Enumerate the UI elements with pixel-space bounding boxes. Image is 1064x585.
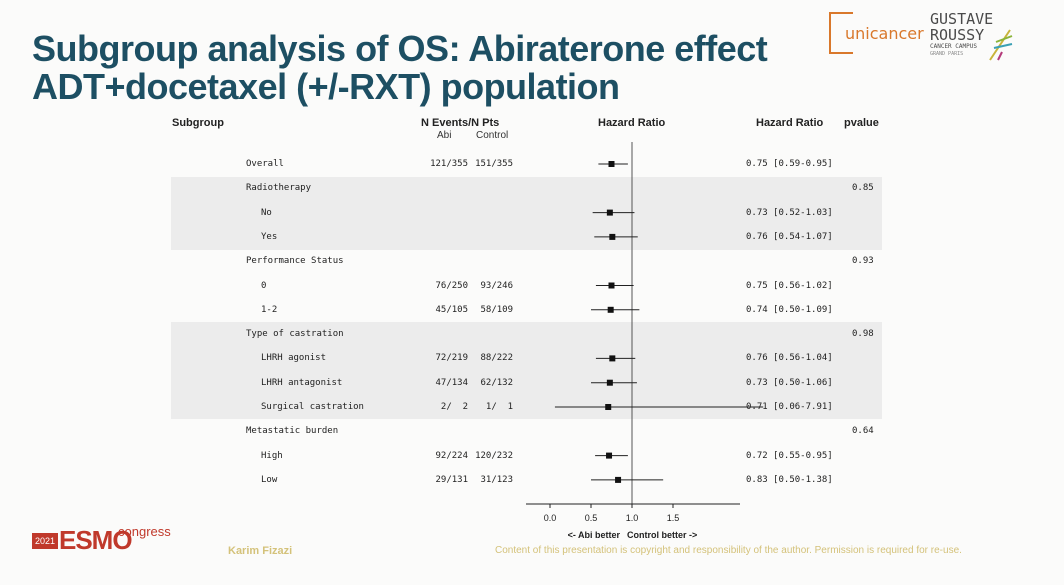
row-control-events: 120/232 xyxy=(475,450,513,461)
row-pvalue: 0.64 xyxy=(852,426,874,437)
row-pvalue: 0.85 xyxy=(852,183,874,194)
unicancer-logo-text: unicancer xyxy=(845,24,924,43)
gr-logo-line1: GUSTAVE xyxy=(930,10,994,28)
header-subgroup: Subgroup xyxy=(172,117,224,129)
row-hr-text: 0.76 [0.56-1.04] xyxy=(746,353,833,364)
row-label: Metastatic burden xyxy=(246,426,339,437)
hr-point xyxy=(605,404,612,410)
row-label: 1-2 xyxy=(261,304,278,315)
x-tick-label: 0.0 xyxy=(544,513,557,523)
hr-point xyxy=(615,476,622,483)
row-control-events: 62/132 xyxy=(480,377,513,388)
row-hr-text: 0.74 [0.50-1.09] xyxy=(746,304,833,315)
gr-logo-line3: CANCER CAMPUS xyxy=(930,43,977,50)
row-label: Radiotherapy xyxy=(246,183,312,194)
hr-point xyxy=(608,161,615,167)
row-abi-events: 45/105 xyxy=(435,304,468,315)
hr-point xyxy=(606,379,613,386)
gustave-roussy-logo: GUSTAVE ROUSSY CANCER CAMPUS GRAND PARIS xyxy=(930,10,1020,61)
row-control-events: 93/246 xyxy=(480,280,513,291)
row-label: Overall xyxy=(246,159,284,169)
row-control-events: 151/355 xyxy=(475,159,513,169)
row-abi-events: 76/250 xyxy=(435,280,468,291)
row-label: No xyxy=(261,207,272,218)
row-abi-events: 2/ 2 xyxy=(440,402,468,412)
slide-title-line1: Subgroup analysis of OS: Abiraterone eff… xyxy=(32,28,768,69)
row-control-events: 58/109 xyxy=(480,304,513,315)
row-control-events: 1/ 1 xyxy=(485,402,513,412)
row-label: Surgical castration xyxy=(261,402,364,412)
gr-logo-line4: GRAND PARIS xyxy=(930,51,964,57)
esmo-logo: 2021 ESMO congress xyxy=(32,524,172,560)
row-label: High xyxy=(261,450,283,461)
row-abi-events: 29/131 xyxy=(435,474,468,485)
copyright-disclaimer: Content of this presentation is copyrigh… xyxy=(495,545,962,556)
x-tick-label: 0.5 xyxy=(585,513,598,523)
row-label: 0 xyxy=(261,280,267,291)
hr-point xyxy=(608,282,615,289)
hr-point xyxy=(606,209,613,216)
row-abi-events: 92/224 xyxy=(435,450,468,461)
header-events: N Events/N Pts xyxy=(421,117,500,129)
row-hr-text: 0.72 [0.55-0.95] xyxy=(746,450,833,461)
x-tick-label: 1.5 xyxy=(667,513,680,523)
row-control-events: 31/123 xyxy=(480,474,513,485)
gr-logo-line2: ROUSSY xyxy=(930,26,985,44)
row-hr-text: 0.76 [0.54-1.07] xyxy=(746,231,833,242)
row-label: Performance Status xyxy=(246,256,344,267)
row-label: LHRH antagonist xyxy=(261,377,343,388)
row-label: Type of castration xyxy=(246,329,344,340)
slide-title-line2: ADT+docetaxel (+/-RXT) population xyxy=(32,66,620,107)
header-abi: Abi xyxy=(437,130,452,141)
esmo-year: 2021 xyxy=(32,533,58,549)
header-hazard-ratio-plot: Hazard Ratio xyxy=(598,117,666,129)
row-hr-text: 0.75 [0.56-1.02] xyxy=(746,280,833,291)
row-hr-text: 0.83 [0.50-1.38] xyxy=(746,474,833,485)
row-label: Yes xyxy=(261,231,278,242)
row-pvalue: 0.93 xyxy=(852,256,874,267)
unicancer-logo: unicancer xyxy=(829,12,924,54)
gr-logo-mark-icon xyxy=(989,29,1013,61)
row-hr-text: 0.75 [0.59-0.95] xyxy=(746,159,833,169)
hr-point xyxy=(606,452,613,459)
unicancer-logo-frame xyxy=(829,12,853,54)
row-label: Low xyxy=(261,474,278,485)
x-tick-label: 1.0 xyxy=(626,513,639,523)
row-abi-events: 72/219 xyxy=(435,353,468,364)
author-name: Karim Fizazi xyxy=(228,545,293,557)
header-control: Control xyxy=(476,130,509,141)
x-label-control-better: Control better -> xyxy=(627,530,697,540)
x-label-abi-better: <- Abi better xyxy=(568,530,621,540)
row-abi-events: 121/355 xyxy=(430,159,468,169)
hr-point xyxy=(609,233,616,240)
row-pvalue: 0.98 xyxy=(852,329,874,340)
row-label: LHRH agonist xyxy=(261,353,327,364)
row-control-events: 88/222 xyxy=(480,353,513,364)
header-hazard-ratio-col: Hazard Ratio xyxy=(756,117,824,129)
hr-point xyxy=(609,355,616,362)
row-hr-text: 0.73 [0.50-1.06] xyxy=(746,377,833,388)
shaded-band-castration xyxy=(171,322,882,419)
shaded-band-radiotherapy xyxy=(171,177,882,250)
row-hr-text: 0.73 [0.52-1.03] xyxy=(746,207,833,218)
esmo-name: ESMO xyxy=(59,525,133,555)
hr-point xyxy=(607,306,614,313)
esmo-congress: congress xyxy=(118,524,171,539)
header-pvalue: pvalue xyxy=(844,117,879,129)
row-abi-events: 47/134 xyxy=(435,377,468,388)
slide-title: Subgroup analysis of OS: Abiraterone eff… xyxy=(32,28,768,107)
